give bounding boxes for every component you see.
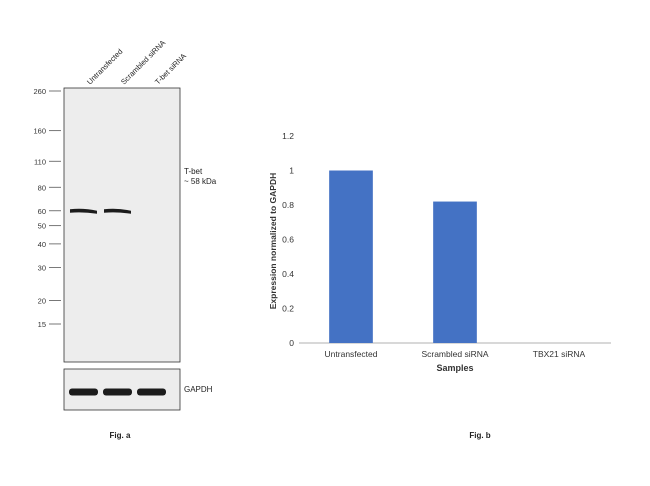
mw-marker-label: 80 <box>38 183 46 192</box>
mw-marker-label: 110 <box>34 157 46 166</box>
y-tick-label: 0.2 <box>282 304 294 314</box>
target-size-label: ~ 58 kDa <box>184 177 217 186</box>
tbet-band <box>104 208 131 214</box>
blot-membrane <box>63 87 181 363</box>
mw-marker-label: 50 <box>38 222 46 231</box>
y-axis-title: Expression normalized to GAPDH <box>268 173 278 310</box>
mw-marker-label: 160 <box>33 127 46 136</box>
target-protein-label: T-bet <box>184 167 203 176</box>
y-tick-label: 0 <box>289 338 294 348</box>
gapdh-band <box>69 388 98 396</box>
bar <box>433 201 477 343</box>
mw-marker-label: 60 <box>38 207 46 216</box>
y-tick-label: 1 <box>289 166 294 176</box>
fig-b-caption: Fig. b <box>469 431 490 440</box>
y-tick-label: 1.2 <box>282 131 294 141</box>
tbet-band <box>70 208 97 214</box>
bar <box>329 170 373 343</box>
x-tick-label: Scrambled siRNA <box>421 349 488 359</box>
gapdh-band <box>103 388 132 396</box>
mw-marker-label: 30 <box>38 263 46 272</box>
y-tick-label: 0.6 <box>282 235 294 245</box>
y-tick-label: 0.8 <box>282 200 294 210</box>
x-tick-label: Untransfected <box>325 349 378 359</box>
gapdh-band <box>137 388 166 396</box>
mw-marker-label: 15 <box>38 320 46 329</box>
x-axis-title: Samples <box>436 363 473 373</box>
mw-marker-label: 20 <box>38 297 46 306</box>
fig-a-caption: Fig. a <box>110 431 131 440</box>
gapdh-label: GAPDH <box>184 385 213 394</box>
lane-label: T-bet siRNA <box>153 51 188 86</box>
mw-marker-label: 260 <box>33 87 46 96</box>
x-tick-label: TBX21 siRNA <box>533 349 586 359</box>
mw-marker-label: 40 <box>38 240 46 249</box>
bar-chart-panel: 0 0.2 0.4 0.6 0.8 1 1.2 Untransfected Scrambled… <box>268 131 611 440</box>
y-tick-label: 0.4 <box>282 269 294 279</box>
